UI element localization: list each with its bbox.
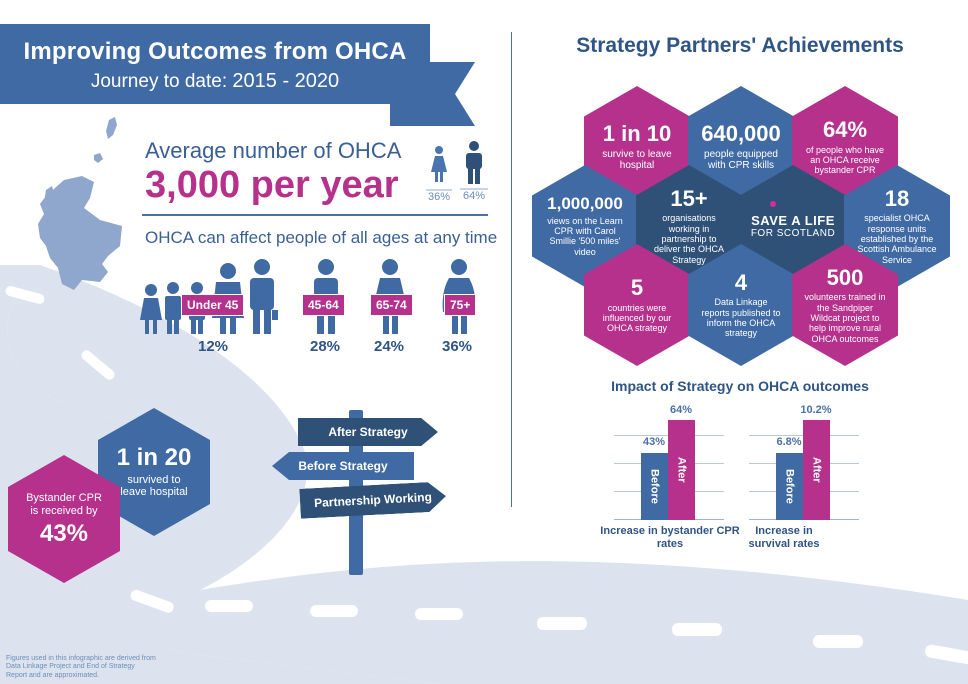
- hex-text: survive to leave hospital: [602, 148, 672, 172]
- bar-label: Before: [783, 469, 796, 504]
- average-label: Average number of OHCA: [145, 138, 402, 163]
- hex-text: Data Linkage reports published to inform…: [701, 297, 781, 339]
- bar-value-before: 6.8%: [776, 436, 802, 448]
- female-pct: 36%: [426, 189, 452, 203]
- title-banner: Improving Outcomes from OHCA Journey to …: [0, 24, 430, 104]
- chart-cpr-rates: Before After 43% 64%: [614, 404, 724, 520]
- hex-text: organisations working in partnership to …: [653, 213, 725, 265]
- logo-dot-icon: [770, 201, 776, 207]
- hex-text: countries were influenced by our OHCA st…: [602, 302, 672, 334]
- ages-label: OHCA can affect people of all ages at an…: [145, 228, 498, 247]
- gender-female: 36%: [426, 146, 452, 203]
- bar-label: Before: [648, 469, 661, 504]
- hex-value: 15+: [670, 186, 708, 212]
- age-tag-45-64: 45-64: [302, 294, 345, 316]
- hex-text: views on the Learn CPR with Carol Smilli…: [547, 215, 623, 257]
- sign-after-strategy: After Strategy: [298, 418, 438, 446]
- gender-male: 64%: [460, 141, 488, 202]
- hex-value: 18: [884, 186, 910, 212]
- female-icon: [431, 146, 447, 182]
- hex-4: 4 Data Linkage reports published to info…: [688, 244, 794, 366]
- bar-value-after: 64%: [669, 404, 693, 416]
- bar-before: Before: [776, 453, 803, 520]
- page-subtitle: Journey to date: 2015 - 2020: [0, 70, 430, 93]
- age-pct-65-74: 24%: [374, 338, 405, 355]
- average-value: 3,000 per year: [145, 164, 399, 206]
- age-tag-75-plus: 75+: [444, 294, 477, 316]
- age-pct-75-plus: 36%: [442, 338, 473, 355]
- scotland-map-icon: [38, 117, 122, 290]
- chart-cpr-caption: Increase in bystander CPR rates: [600, 525, 740, 551]
- age-pct-under-45: 12%: [198, 338, 229, 355]
- hex-text: people equipped with CPR skills: [704, 148, 778, 172]
- age-pct-45-64: 28%: [310, 338, 341, 355]
- cpr-before-value: 43%: [39, 520, 89, 548]
- bar-after: After: [668, 420, 695, 520]
- chart-survival-caption: Increase in survival rates: [748, 525, 820, 551]
- male-pct: 64%: [460, 188, 488, 202]
- hex-value: 1 in 10: [602, 121, 672, 147]
- age-tag-65-74: 65-74: [370, 294, 413, 316]
- chart-survival-rates: Before After 6.8% 10.2%: [749, 404, 859, 520]
- logo-sub-text: FOR SCOTLAND: [750, 228, 836, 239]
- hex-text: of people who have an OHCA receive bysta…: [805, 144, 885, 176]
- hex-value: 64%: [822, 117, 868, 143]
- subtitle-prefix: Journey to date:: [90, 71, 228, 92]
- bar-label: After: [810, 457, 823, 483]
- footnote: Figures used in this infographic are der…: [6, 655, 156, 679]
- hex-15-plus: 15+ organisations working in partnership…: [636, 165, 742, 287]
- achievements-title: Strategy Partners' Achievements: [576, 34, 904, 57]
- survival-before-text: survived to leave hospital: [120, 473, 188, 499]
- male-icon: [466, 141, 482, 184]
- hex-value: 5: [630, 275, 644, 301]
- hex-survival-before: 1 in 20 survived to leave hospital: [98, 408, 210, 536]
- age-tag-under-45: Under 45: [181, 294, 245, 316]
- hex-500: 500 volunteers trained in the Sandpiper …: [792, 244, 898, 366]
- logo-main-text: SAVE A LIFE: [751, 213, 835, 228]
- hex-5: 5 countries were influenced by our OHCA …: [584, 244, 690, 366]
- section-divider: [142, 214, 488, 216]
- subtitle-years: 2015 - 2020: [232, 70, 340, 92]
- cpr-before-text: Bystander CPR is received by: [26, 492, 102, 517]
- page-title: Improving Outcomes from OHCA: [23, 38, 407, 65]
- hex-value: 1,000,000: [547, 193, 623, 213]
- bar-value-after: 10.2%: [800, 404, 832, 416]
- hex-value: 500: [826, 265, 864, 291]
- bar-value-before: 43%: [642, 436, 666, 448]
- hex-text: volunteers trained in the Sandpiper Wild…: [804, 292, 886, 344]
- bar-label: After: [675, 457, 688, 483]
- bar-before: Before: [641, 453, 668, 520]
- hex-text: specialist OHCA response units establish…: [857, 213, 937, 265]
- survival-before-value: 1 in 20: [116, 444, 192, 472]
- hex-value: 640,000: [701, 121, 781, 147]
- impact-title: Impact of Strategy on OHCA outcomes: [611, 378, 869, 394]
- hex-value: 4: [734, 270, 748, 296]
- sign-before-strategy: Before Strategy: [272, 452, 414, 480]
- column-divider: [511, 32, 512, 507]
- bar-after: After: [803, 420, 830, 520]
